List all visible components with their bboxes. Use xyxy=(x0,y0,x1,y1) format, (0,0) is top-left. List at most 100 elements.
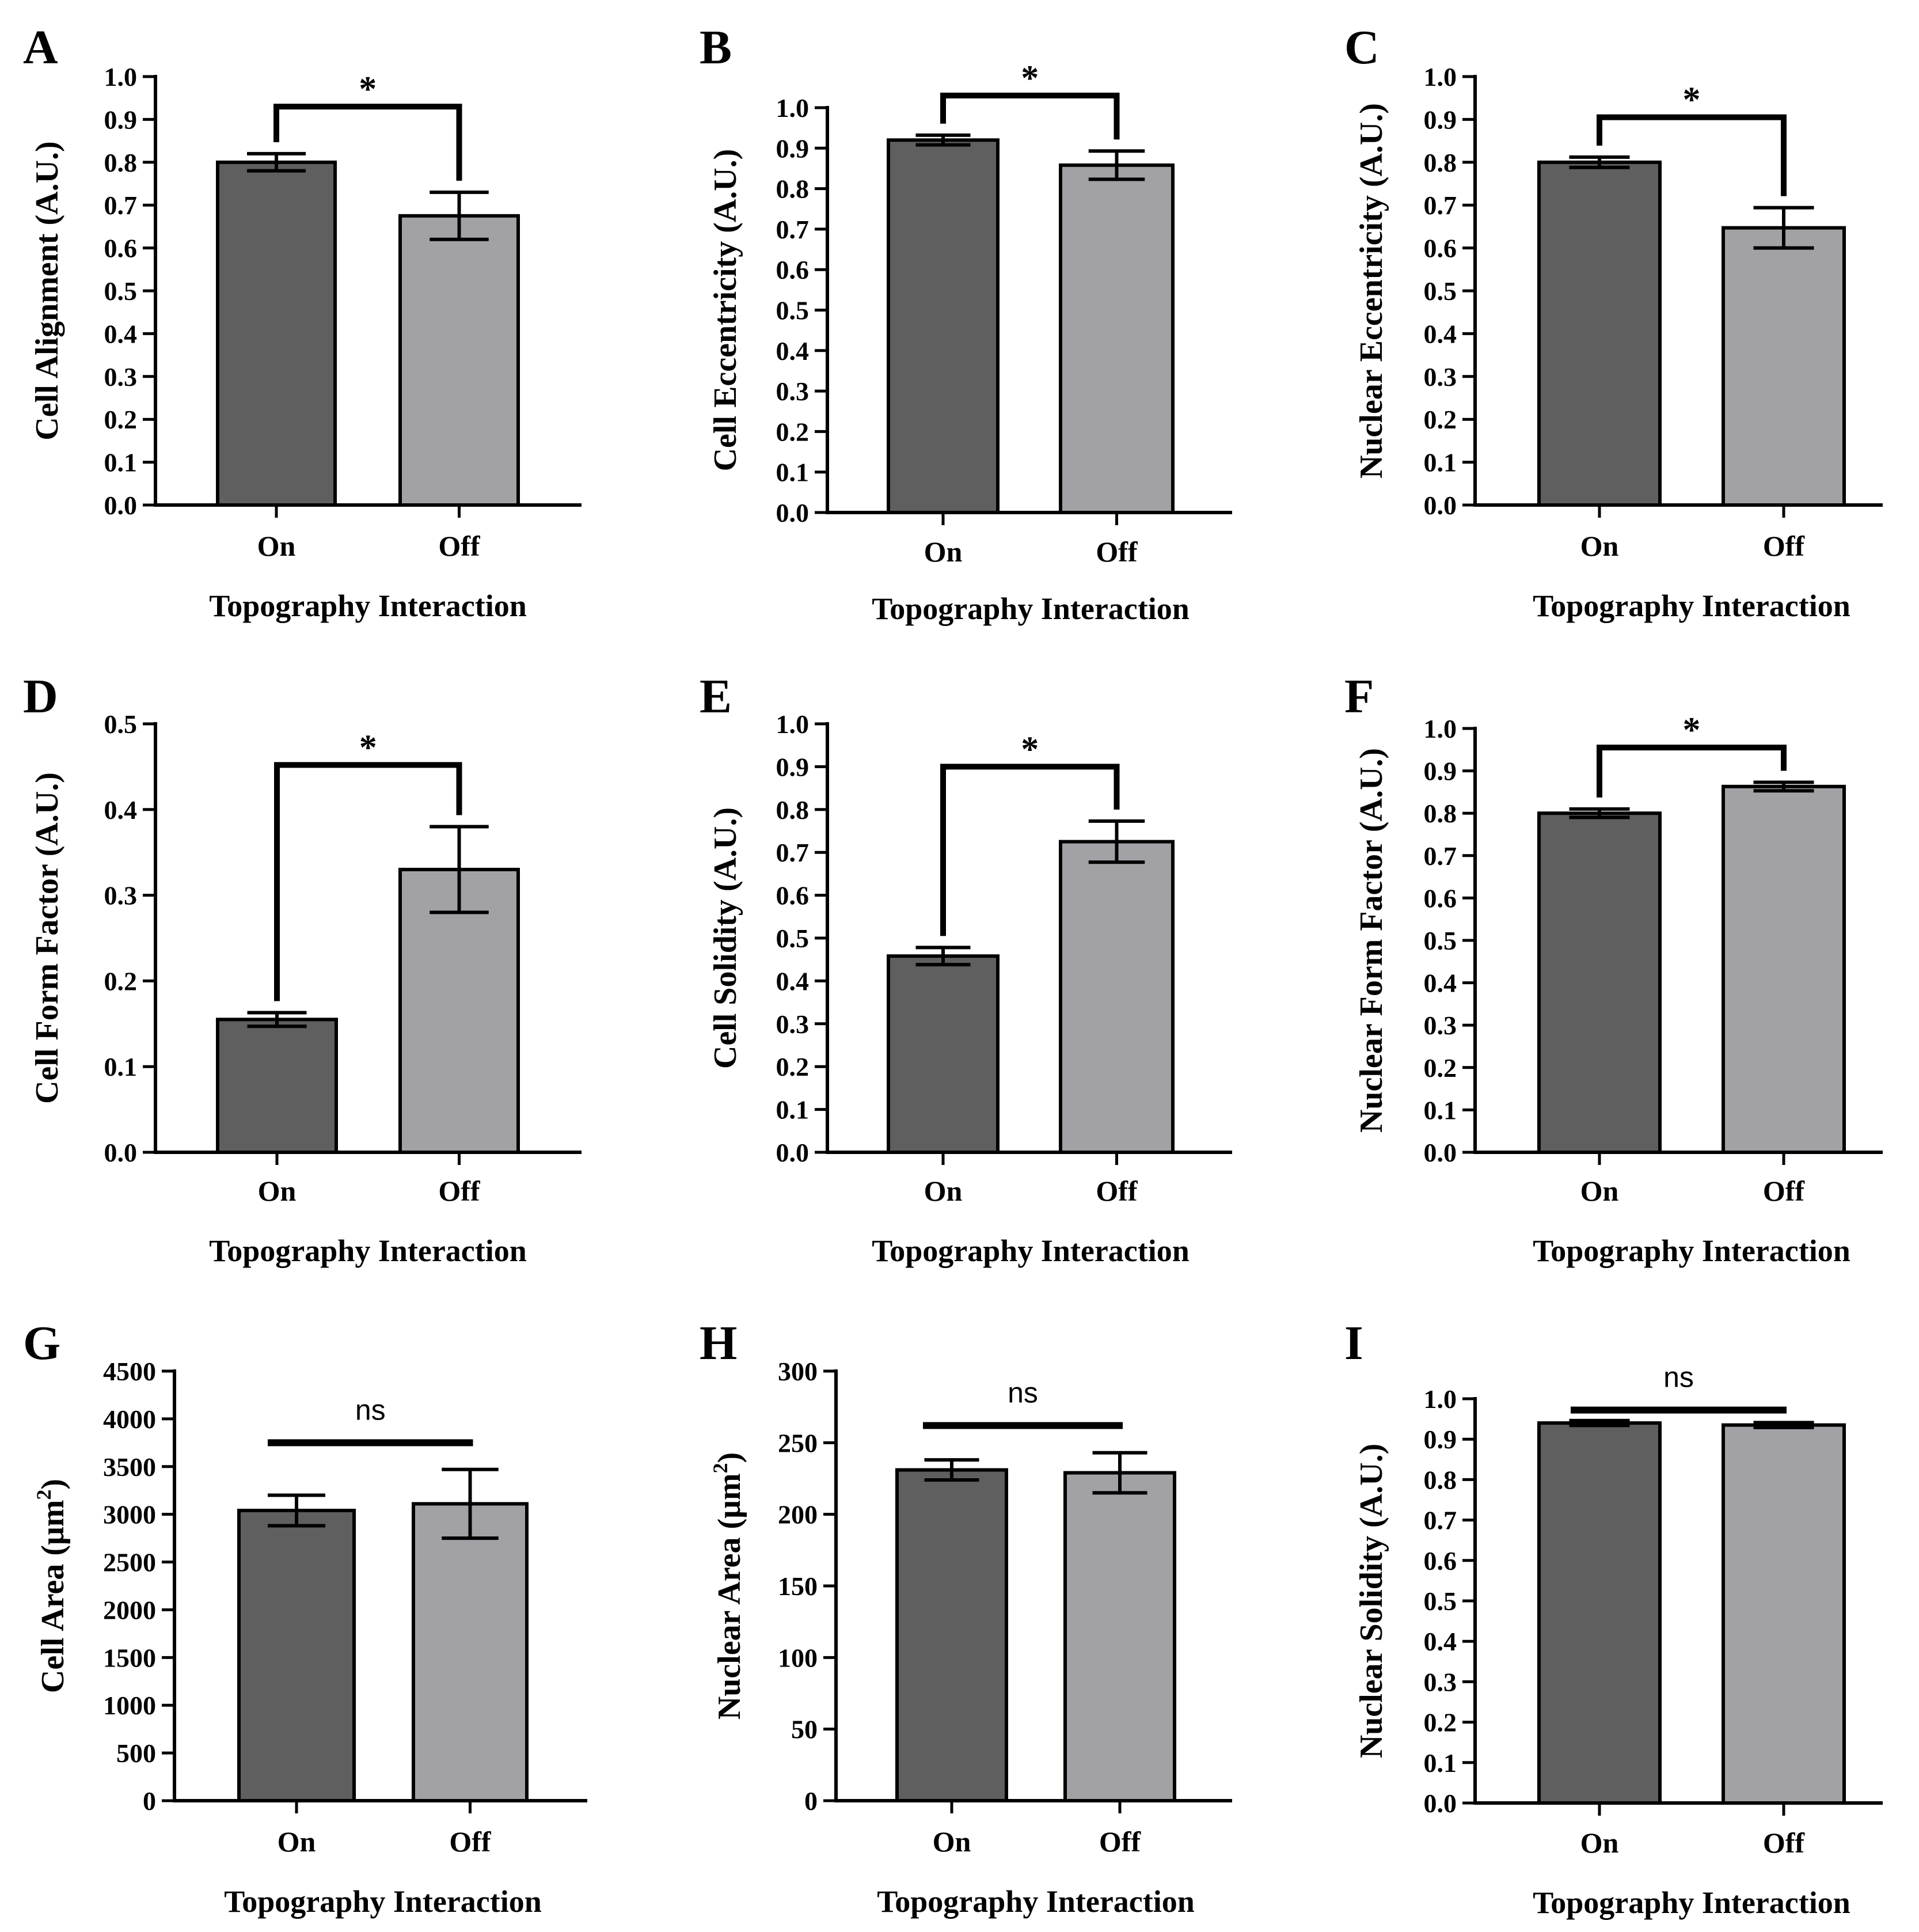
y-axis-title: Cell Form Factor (A.U.) xyxy=(29,772,65,1104)
y-tick-label: 0.5 xyxy=(776,296,810,325)
y-tick-label: 0 xyxy=(143,1786,156,1816)
bar-on xyxy=(1537,160,1662,507)
y-tick-label: 4500 xyxy=(103,1357,156,1386)
y-tick-label: 0.6 xyxy=(104,234,138,263)
panel-letter: H xyxy=(700,1316,737,1370)
error-bar-off xyxy=(1088,149,1145,181)
panel-letter: D xyxy=(23,670,58,723)
significance-label: * xyxy=(1021,730,1039,769)
y-tick-label: 0.3 xyxy=(776,377,810,406)
y-tick-label: 0.9 xyxy=(1424,105,1457,134)
y-axis-title: Nuclear Area (μm2) xyxy=(709,1452,747,1720)
x-tick-label: Off xyxy=(1763,1175,1806,1207)
chart-panel-d: D 0.0 0.1 0.2 0.3 0.4 0.5 On Off Topography Inter… xyxy=(23,670,582,1268)
y-tick-label: 0.4 xyxy=(776,336,810,366)
x-tick-label: Off xyxy=(1096,1175,1138,1207)
panel-letter: I xyxy=(1344,1316,1363,1370)
bar-on xyxy=(1537,1421,1662,1805)
bar-off xyxy=(1722,784,1846,1155)
y-tick-label: 0.0 xyxy=(776,1138,810,1167)
bar-off xyxy=(398,214,520,507)
y-tick-label: 0.9 xyxy=(776,752,810,781)
bar-off xyxy=(1059,840,1175,1154)
y-tick-label: 0.1 xyxy=(104,1052,138,1081)
y-tick-label: 3000 xyxy=(103,1500,156,1529)
y-tick-label: 1.0 xyxy=(1424,714,1457,743)
significance-bracket xyxy=(940,92,1120,140)
significance-bracket xyxy=(1597,114,1787,196)
chart-panel-f: F 0.0 0.1 0.2 0.3 0.4 0.5 0.6 0.7 0.8 0.9 1.0 On Off T… xyxy=(1344,670,1883,1268)
error-bar-off xyxy=(442,1467,499,1540)
bar-off xyxy=(398,867,520,1154)
significance-label: * xyxy=(359,70,377,109)
y-tick-label: 0.1 xyxy=(104,448,138,477)
y-axis-title: Cell Eccentricity (A.U.) xyxy=(708,149,743,472)
y-tick-label: 0.1 xyxy=(1424,1748,1457,1778)
y-tick-label: 0.4 xyxy=(104,795,138,825)
bar-on xyxy=(237,1509,356,1803)
error-bar-off xyxy=(1088,819,1145,864)
x-axis-title: Topography Interaction xyxy=(224,1884,542,1919)
y-tick-label: 0.4 xyxy=(776,966,810,996)
x-axis-title: Topography Interaction xyxy=(209,1233,527,1268)
y-axis-title: Nuclear Solidity (A.U.) xyxy=(1354,1444,1389,1759)
y-tick-label: 0.1 xyxy=(776,458,810,487)
y-tick-label: 0.5 xyxy=(1424,926,1457,955)
x-tick-label: On xyxy=(258,1175,297,1207)
x-tick-label: On xyxy=(924,536,963,568)
y-tick-label: 0.2 xyxy=(1424,405,1457,434)
chart-panel-c: C 0.0 0.1 0.2 0.3 0.4 0.5 0.6 0.7 0.8 0.9 1.0 On Off T… xyxy=(1344,21,1883,623)
y-tick-label: 0.9 xyxy=(104,105,138,134)
y-tick-label: 0.3 xyxy=(104,362,138,392)
x-tick-label: Off xyxy=(438,530,481,562)
bar-off xyxy=(1722,1423,1846,1805)
panel-letter: A xyxy=(23,21,58,74)
bar-on xyxy=(887,138,1000,515)
y-tick-label: 2500 xyxy=(103,1548,156,1577)
y-axis-title: Nuclear Form Factor (A.U.) xyxy=(1354,748,1389,1133)
y-tick-label: 100 xyxy=(778,1643,818,1672)
significance-bracket xyxy=(1597,745,1787,798)
x-axis-title: Topography Interaction xyxy=(209,589,527,623)
x-axis-title: Topography Interaction xyxy=(1533,589,1850,623)
y-axis-title: Cell Alignment (A.U.) xyxy=(29,141,65,441)
y-tick-label: 4000 xyxy=(103,1405,156,1434)
y-tick-label: 0.0 xyxy=(104,1138,138,1167)
error-bar-on xyxy=(1569,807,1630,819)
y-tick-label: 0.2 xyxy=(104,966,138,996)
significance-label: * xyxy=(1683,711,1701,750)
y-tick-label: 0.5 xyxy=(776,924,810,953)
significance-label: * xyxy=(1021,59,1039,98)
x-axis-title: Topography Interaction xyxy=(1533,1885,1850,1920)
x-tick-label: On xyxy=(278,1825,316,1858)
x-tick-label: On xyxy=(1580,1827,1619,1859)
y-tick-label: 300 xyxy=(778,1357,818,1386)
y-tick-label: 0.6 xyxy=(1424,883,1457,913)
y-tick-label: 0.8 xyxy=(776,795,810,825)
y-tick-label: 500 xyxy=(116,1739,156,1768)
y-tick-label: 250 xyxy=(778,1428,818,1457)
y-tick-label: 0.8 xyxy=(1424,148,1457,177)
y-tick-label: 0.0 xyxy=(1424,1789,1457,1818)
bar-off xyxy=(1063,1471,1176,1802)
bar-off xyxy=(412,1502,529,1803)
y-tick-label: 0.3 xyxy=(1424,1011,1457,1040)
significance-label: * xyxy=(359,728,377,767)
y-tick-label: 0.7 xyxy=(1424,841,1457,871)
y-tick-label: 0.5 xyxy=(104,709,138,739)
y-tick-label: 1.0 xyxy=(1424,62,1457,92)
error-bar-on xyxy=(915,946,971,967)
chart-panel-e: E 0.0 0.1 0.2 0.3 0.4 0.5 0.6 0.7 0.8 0.9 1.0 On Off T… xyxy=(700,670,1232,1268)
y-axis-title: Cell Area (μm2) xyxy=(32,1479,71,1693)
significance-bracket xyxy=(940,764,1120,936)
y-tick-label: 0.6 xyxy=(776,881,810,910)
y-tick-label: 0.2 xyxy=(776,1052,810,1081)
panel-letter: B xyxy=(700,21,732,74)
y-tick-label: 150 xyxy=(778,1572,818,1601)
bar-on xyxy=(887,954,1000,1155)
y-tick-label: 0.7 xyxy=(1424,191,1457,220)
x-tick-label: On xyxy=(933,1825,971,1858)
y-tick-label: 0.4 xyxy=(1424,1627,1457,1656)
y-tick-label: 0.4 xyxy=(1424,319,1457,348)
chart-panel-i: I 0.0 0.1 0.2 0.3 0.4 0.5 0.6 0.7 0.8 0.9 1.0 On Off T… xyxy=(1344,1316,1883,1920)
